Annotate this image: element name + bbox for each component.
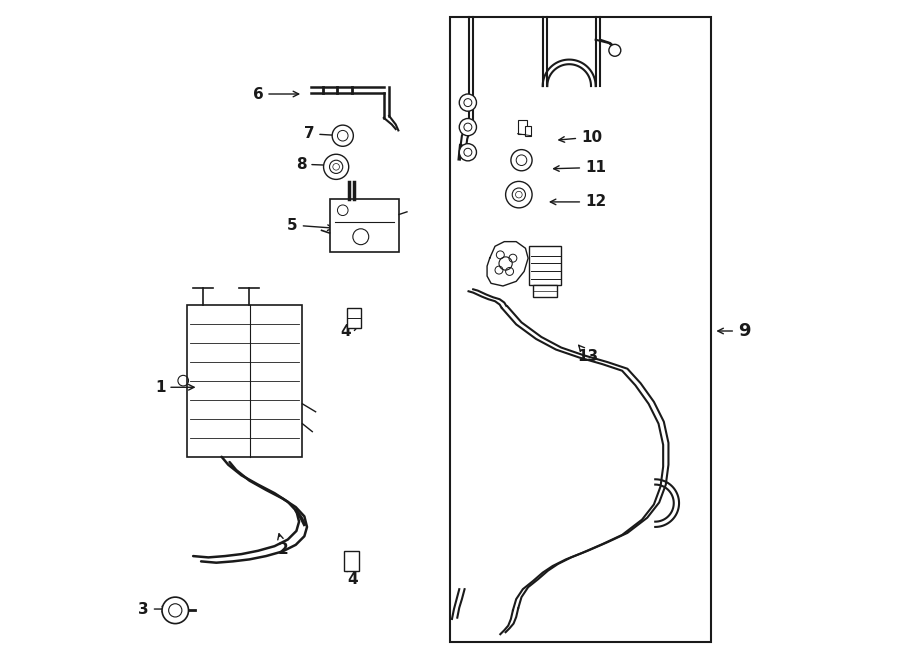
Bar (525, 126, 531, 136)
Text: 1: 1 (155, 380, 194, 395)
Text: 9: 9 (718, 322, 751, 340)
Text: 11: 11 (554, 160, 606, 175)
Text: 13: 13 (578, 346, 599, 363)
Bar (329, 199, 399, 252)
Text: 10: 10 (559, 130, 602, 144)
Bar (186, 305, 302, 457)
Bar (346, 308, 361, 328)
Bar (518, 120, 526, 134)
Bar (344, 551, 358, 571)
Circle shape (609, 44, 621, 56)
Circle shape (162, 597, 188, 624)
Circle shape (332, 125, 354, 146)
Circle shape (506, 181, 532, 208)
Text: 6: 6 (253, 87, 299, 101)
Text: 5: 5 (287, 218, 333, 232)
Text: 12: 12 (550, 195, 607, 209)
Text: 2: 2 (278, 534, 289, 557)
Text: 8: 8 (296, 157, 332, 171)
Circle shape (324, 154, 348, 179)
Text: 7: 7 (303, 126, 338, 141)
Circle shape (459, 94, 476, 111)
Bar (529, 246, 562, 285)
Bar (534, 285, 557, 297)
Circle shape (459, 144, 476, 161)
Circle shape (511, 150, 532, 171)
Circle shape (459, 118, 476, 136)
Text: 3: 3 (139, 602, 167, 616)
Text: 4: 4 (347, 565, 358, 587)
Text: 4: 4 (340, 324, 358, 338)
Bar (450, 17, 712, 642)
